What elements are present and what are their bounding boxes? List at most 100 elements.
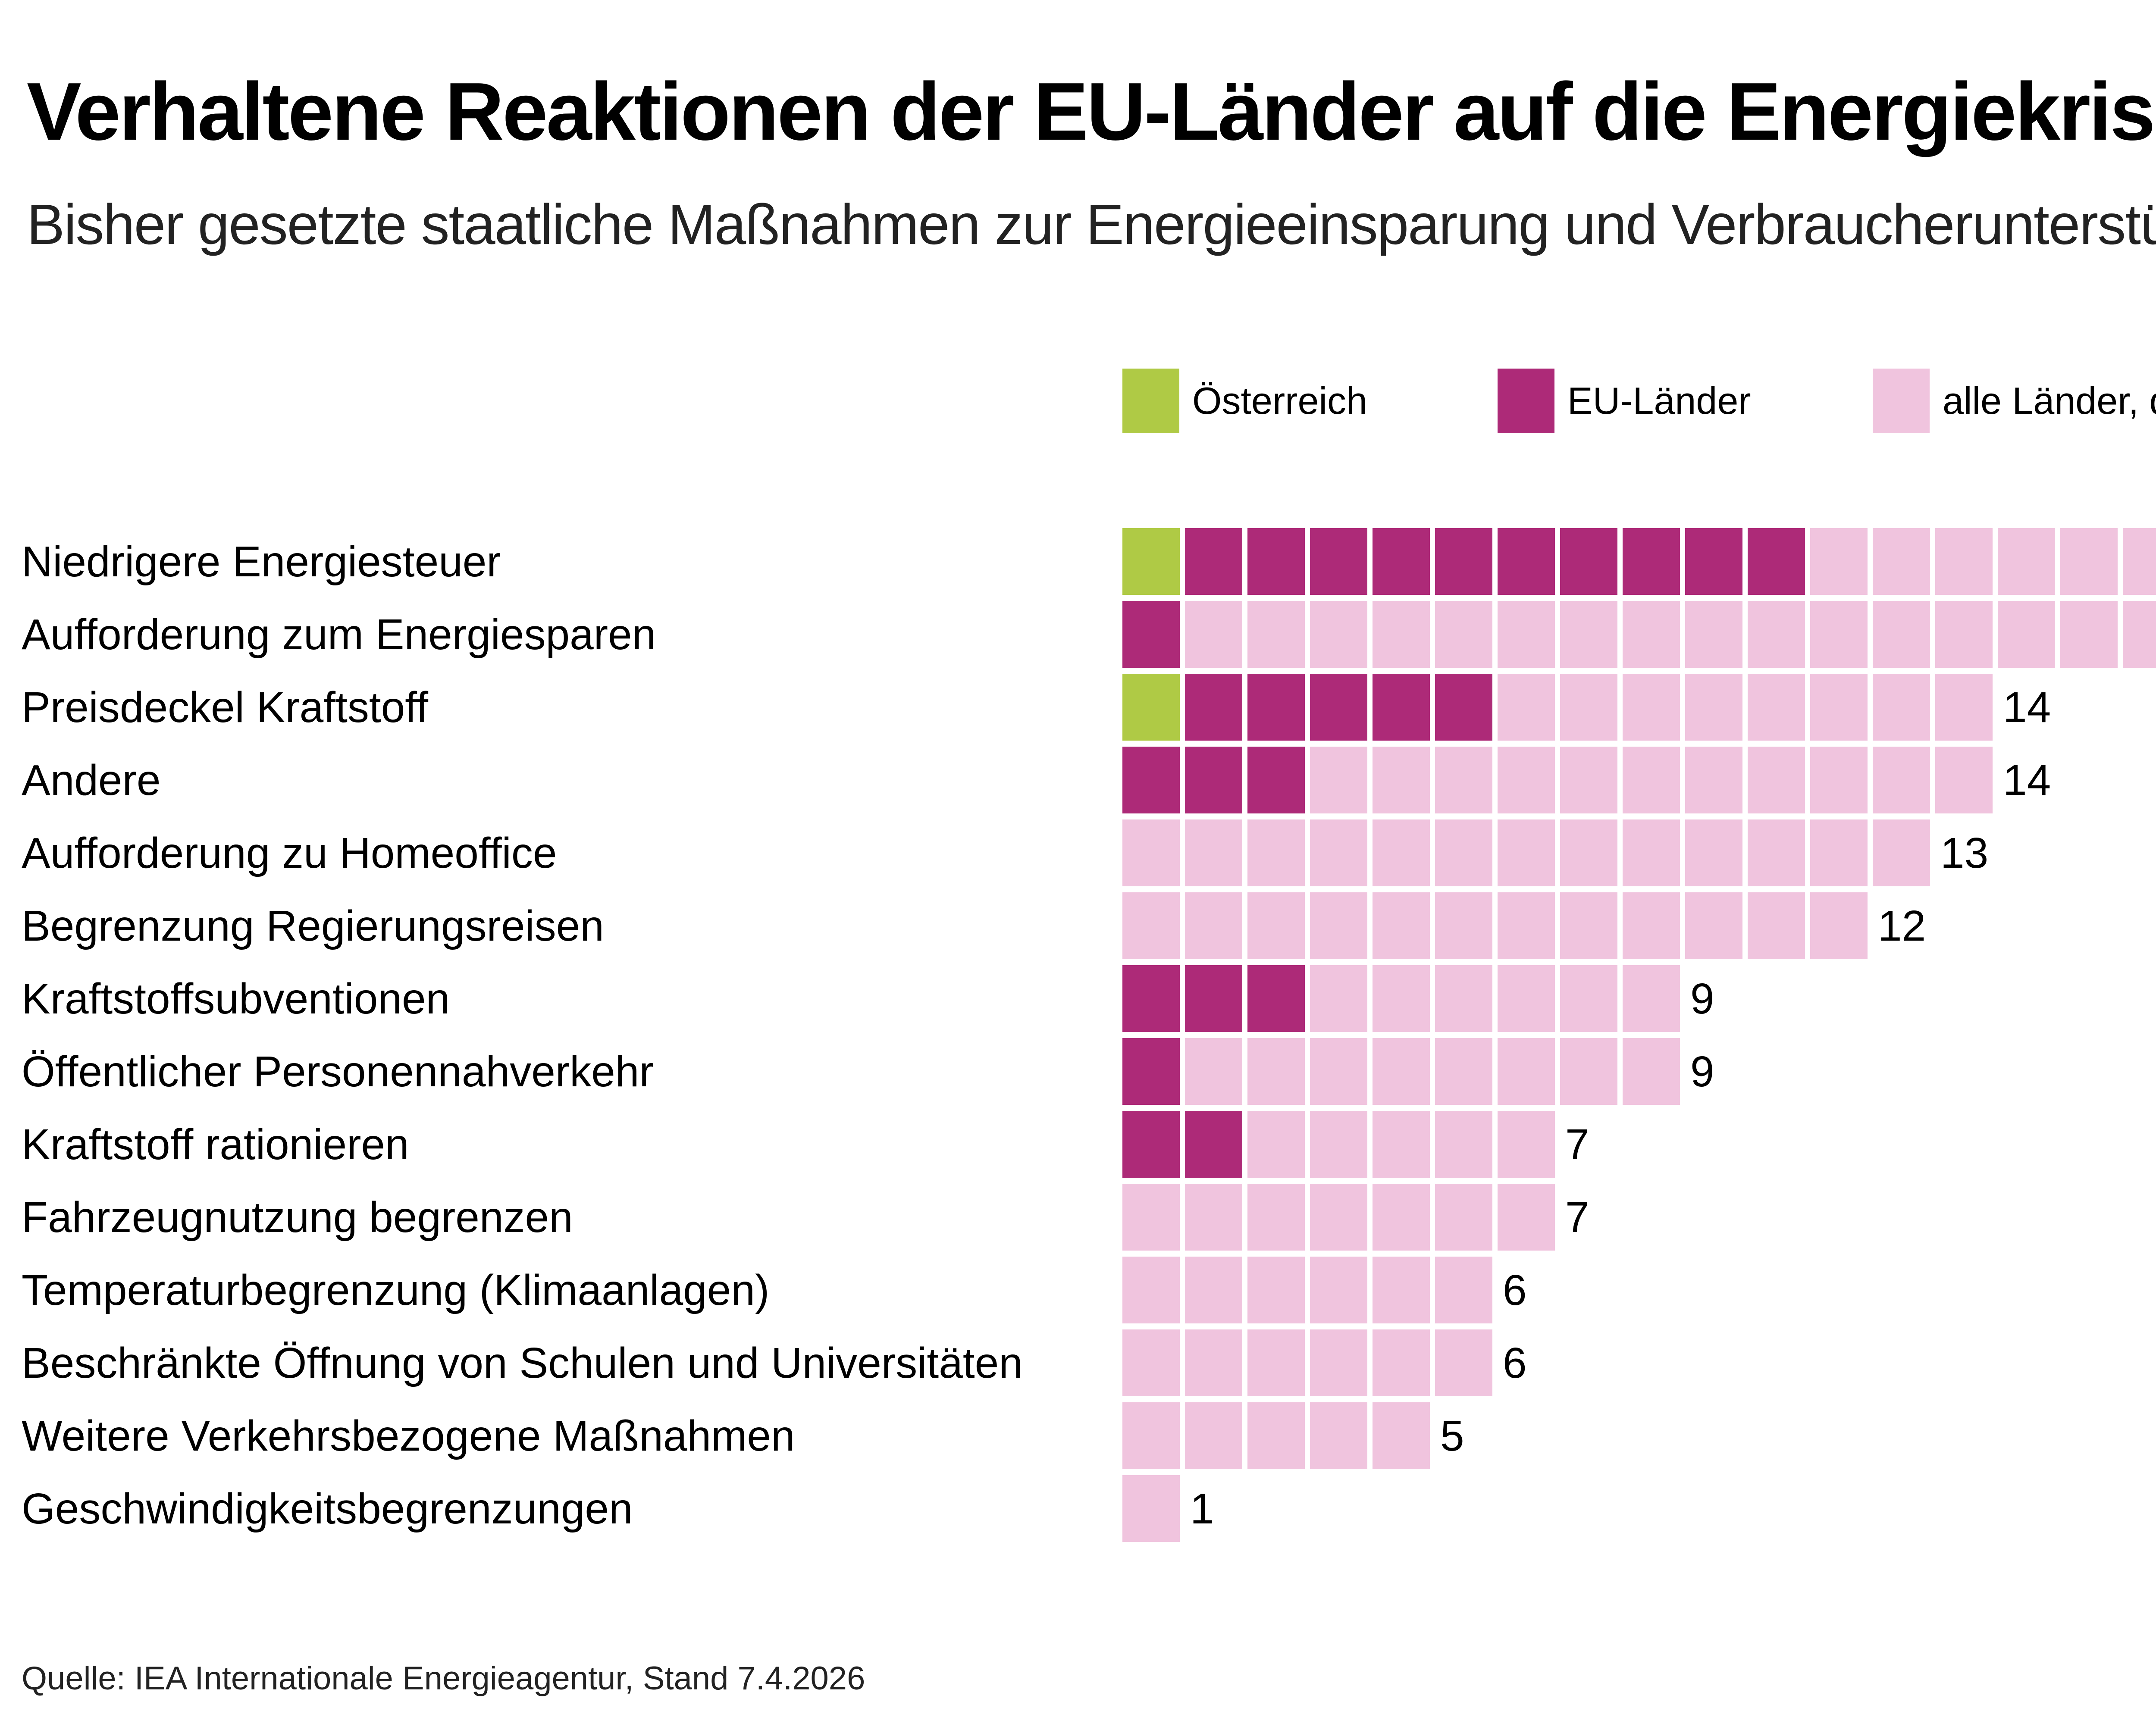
- cell-austria: [1122, 674, 1180, 741]
- cell-all-countries: [1560, 965, 1617, 1032]
- row-label: Geschwindigkeitsbegrenzungen: [22, 1485, 633, 1533]
- legend-swatch-austria: [1122, 369, 1179, 433]
- cell-eu: [1310, 528, 1367, 595]
- cell-all-countries: [1185, 819, 1242, 886]
- cell-all-countries: [1310, 1402, 1367, 1469]
- row-label: Andere: [22, 756, 161, 804]
- cell-all-countries: [1935, 601, 1993, 668]
- cell-all-countries: [1247, 892, 1305, 959]
- cell-all-countries: [1935, 747, 1993, 813]
- cell-all-countries: [1498, 1111, 1555, 1178]
- cell-all-countries: [1498, 819, 1555, 886]
- cell-all-countries: [1435, 747, 1492, 813]
- cell-all-countries: [1748, 674, 1805, 741]
- legend-swatch-eu: [1498, 369, 1554, 433]
- cell-all-countries: [1435, 601, 1492, 668]
- legend-label-eu: EU-Länder: [1567, 379, 1751, 422]
- cell-all-countries: [1185, 1329, 1242, 1396]
- cell-all-countries: [1560, 1038, 1617, 1105]
- cell-all-countries: [1310, 747, 1367, 813]
- chart-title: Verhaltene Reaktionen der EU-Länder auf …: [27, 66, 2156, 157]
- value-label: 6: [1503, 1339, 1527, 1387]
- cell-all-countries: [1873, 528, 1930, 595]
- cell-all-countries: [1310, 819, 1367, 886]
- cell-all-countries: [1185, 1038, 1242, 1105]
- value-label: 14: [2003, 683, 2051, 732]
- cell-all-countries: [1373, 747, 1430, 813]
- cell-all-countries: [1935, 674, 1993, 741]
- cell-all-countries: [1310, 1257, 1367, 1323]
- cell-all-countries: [2060, 528, 2118, 595]
- source-note: Quelle: IEA Internationale Energieagentu…: [22, 1660, 865, 1697]
- cell-all-countries: [1685, 892, 1742, 959]
- cell-all-countries: [1935, 528, 1993, 595]
- cell-all-countries: [1373, 965, 1430, 1032]
- cell-all-countries: [1373, 1111, 1430, 1178]
- cell-all-countries: [1623, 674, 1680, 741]
- cell-all-countries: [1435, 1257, 1492, 1323]
- cell-all-countries: [1247, 1402, 1305, 1469]
- cell-all-countries: [1810, 819, 1868, 886]
- row-label: Kraftstoff rationieren: [22, 1120, 409, 1169]
- cell-all-countries: [1185, 892, 1242, 959]
- cell-all-countries: [1247, 819, 1305, 886]
- value-label: 5: [1440, 1412, 1464, 1460]
- cell-eu: [1247, 528, 1305, 595]
- row-label: Fahrzeugnutzung begrenzen: [22, 1193, 573, 1242]
- cell-all-countries: [1810, 892, 1868, 959]
- cell-eu: [1185, 674, 1242, 741]
- value-label: 1: [1190, 1485, 1214, 1533]
- cell-all-countries: [1685, 674, 1742, 741]
- cell-eu: [1185, 747, 1242, 813]
- row-label: Preisdeckel Kraftstoff: [22, 683, 429, 732]
- cell-eu: [1373, 674, 1430, 741]
- cell-all-countries: [1623, 892, 1680, 959]
- cell-all-countries: [1435, 892, 1492, 959]
- cell-eu: [1560, 528, 1617, 595]
- cell-all-countries: [1498, 1038, 1555, 1105]
- cell-all-countries: [2060, 601, 2118, 668]
- cell-all-countries: [1560, 601, 1617, 668]
- cell-all-countries: [1310, 1329, 1367, 1396]
- cell-all-countries: [1122, 1329, 1180, 1396]
- cell-all-countries: [1560, 819, 1617, 886]
- cell-all-countries: [2123, 528, 2156, 595]
- cell-all-countries: [1122, 1257, 1180, 1323]
- cell-all-countries: [1435, 965, 1492, 1032]
- cell-all-countries: [1873, 601, 1930, 668]
- cell-all-countries: [1185, 601, 1242, 668]
- cell-all-countries: [1435, 819, 1492, 886]
- cell-all-countries: [1185, 1184, 1242, 1251]
- cell-all-countries: [1998, 528, 2055, 595]
- value-label: 12: [1878, 902, 1926, 950]
- cell-all-countries: [1122, 1402, 1180, 1469]
- cell-all-countries: [1498, 965, 1555, 1032]
- cell-all-countries: [2123, 601, 2156, 668]
- cell-all-countries: [1560, 747, 1617, 813]
- legend-item-eu: EU-Länder: [1498, 369, 1751, 433]
- cell-all-countries: [1435, 1184, 1492, 1251]
- cell-eu: [1685, 528, 1742, 595]
- cell-eu: [1122, 965, 1180, 1032]
- cell-eu: [1373, 528, 1430, 595]
- value-label: 7: [1565, 1193, 1589, 1242]
- legend-label-all: alle Länder, die Maßnahmen gesetzt haben: [1943, 379, 2156, 422]
- cell-all-countries: [1623, 819, 1680, 886]
- cell-all-countries: [1122, 892, 1180, 959]
- cell-eu: [1435, 674, 1492, 741]
- cell-all-countries: [1748, 892, 1805, 959]
- cell-all-countries: [1247, 1329, 1305, 1396]
- cell-all-countries: [1498, 601, 1555, 668]
- row-label: Beschränkte Öffnung von Schulen und Univ…: [22, 1339, 1023, 1387]
- cell-all-countries: [1498, 892, 1555, 959]
- cell-all-countries: [1247, 1257, 1305, 1323]
- cell-all-countries: [1748, 819, 1805, 886]
- cell-all-countries: [1310, 892, 1367, 959]
- cell-all-countries: [1310, 1184, 1367, 1251]
- cell-all-countries: [1185, 1402, 1242, 1469]
- cell-all-countries: [1748, 601, 1805, 668]
- row-label: Begrenzung Regierungsreisen: [22, 902, 604, 950]
- cell-all-countries: [1623, 747, 1680, 813]
- cell-all-countries: [1623, 1038, 1680, 1105]
- cell-all-countries: [1247, 601, 1305, 668]
